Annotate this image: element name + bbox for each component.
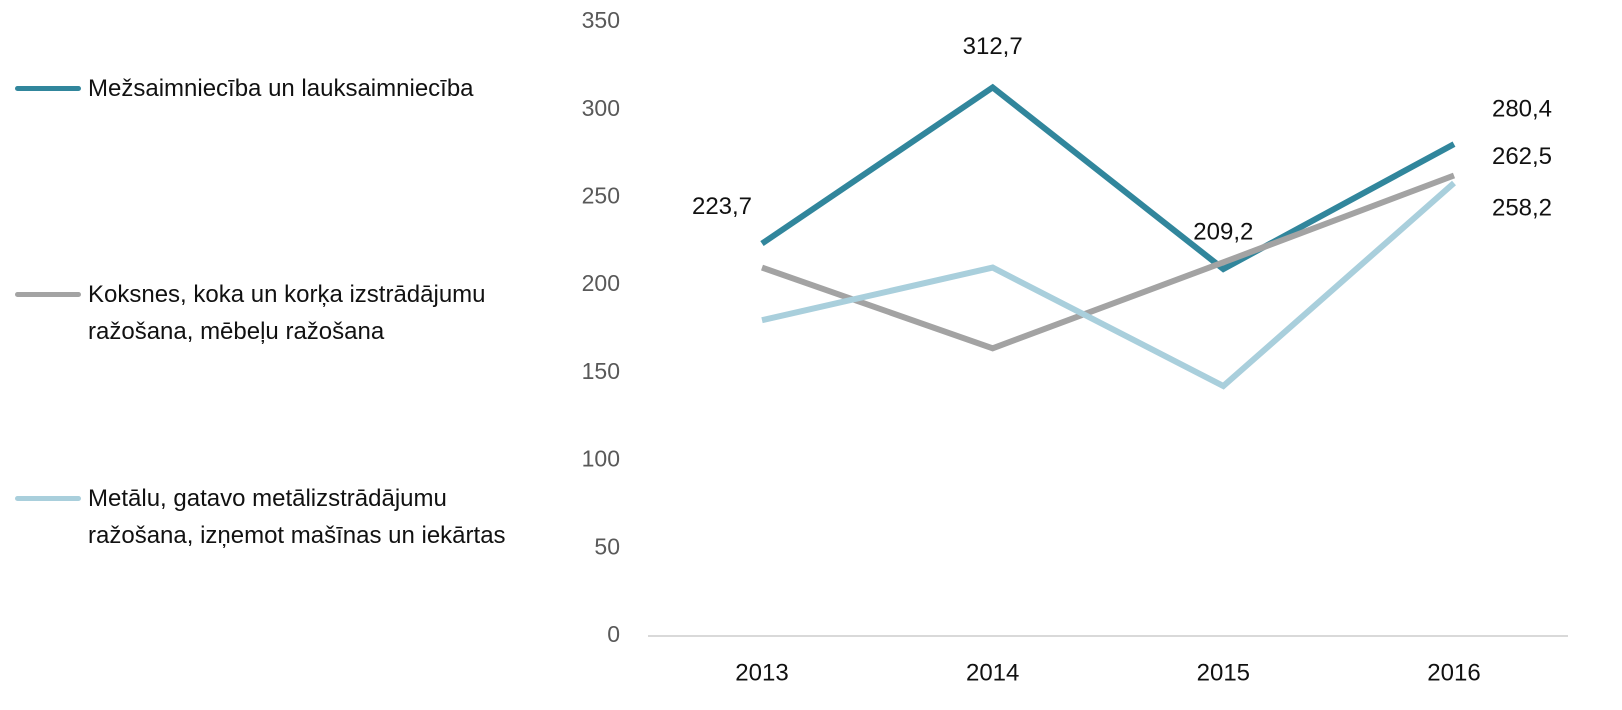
data-label: 280,4 [1492,95,1552,122]
y-tick-label: 50 [594,533,620,559]
y-tick-label: 250 [582,183,620,209]
legend-swatch [15,292,81,297]
line-series [761,180,1456,390]
y-tick-label: 100 [582,446,620,472]
legend-swatch [15,496,81,501]
y-tick-label: 300 [582,95,620,121]
legend-entry: Mežsaimniecība un lauksaimniecība [88,75,474,102]
x-tick-label: 2016 [1427,659,1480,686]
y-tick-label: 200 [582,270,620,296]
data-label: 312,7 [963,33,1023,60]
y-tick-label: 350 [582,7,620,33]
data-label: 262,5 [1492,143,1552,170]
line-series [760,83,1456,273]
legend-swatch [15,86,81,91]
data-label: 258,2 [1492,194,1552,221]
legend-entry: Koksnes, koka un korķa izstrādājumu ražo… [88,281,486,345]
line-series [761,172,1456,352]
legend-entry: Metālu, gatavo metālizstrādājumu ražošan… [88,485,506,549]
y-tick-label: 0 [607,621,620,647]
x-tick-label: 2014 [966,659,1019,686]
data-label: 209,2 [1193,218,1253,245]
x-tick-label: 2015 [1197,659,1250,686]
x-tick-label: 2013 [735,659,788,686]
y-tick-label: 150 [582,358,620,384]
data-label: 223,7 [692,193,752,220]
